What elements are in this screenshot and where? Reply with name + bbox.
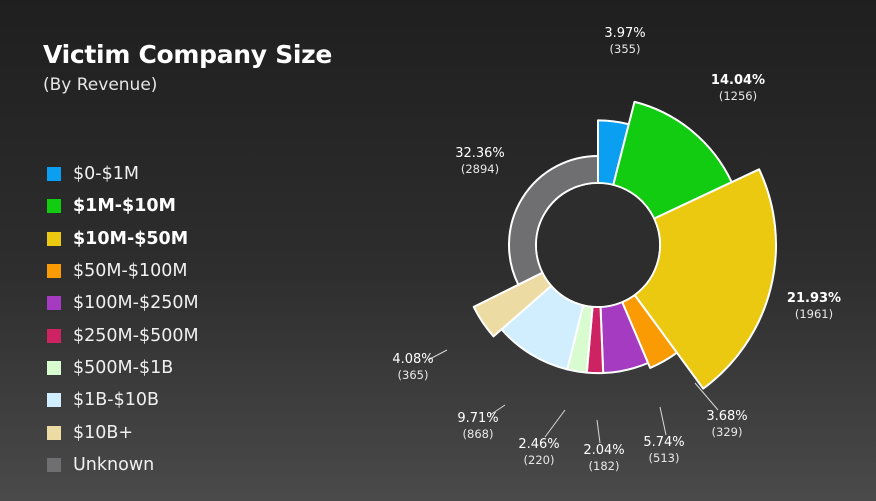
legend-swatch — [47, 425, 61, 440]
legend-swatch — [47, 264, 61, 279]
leader-line-100m-250m — [659, 406, 667, 436]
data-label-count: (355) — [610, 42, 641, 56]
data-label-percent: 3.68% — [706, 409, 747, 424]
legend-swatch — [47, 360, 61, 375]
data-label-percent: 3.97% — [604, 26, 645, 41]
legend-label: $1B-$10B — [73, 390, 159, 411]
legend-label: $0-$1M — [73, 164, 139, 185]
legend-label: $1M-$10M — [73, 196, 176, 217]
legend-item-0-1m: $0-$1M — [47, 158, 199, 190]
leader-line-500m-1b — [544, 409, 566, 438]
data-label-percent: 4.08% — [392, 352, 433, 367]
data-label-count: (329) — [712, 425, 743, 439]
legend-swatch — [47, 328, 61, 343]
legend-item-100m-250m: $100M-$250M — [47, 287, 199, 319]
slice-10m-50m — [633, 168, 777, 390]
legend-swatch — [47, 231, 61, 246]
legend-item-unknown: Unknown — [47, 449, 199, 481]
leader-line-50m-100m — [694, 382, 719, 411]
data-label-percent: 2.46% — [518, 437, 559, 452]
chart-title: Victim Company Size — [43, 40, 333, 69]
data-label-count: (1961) — [795, 307, 833, 321]
data-label-percent: 32.36% — [455, 146, 505, 161]
legend-label: $50M-$100M — [73, 261, 188, 282]
legend-swatch — [47, 393, 61, 408]
data-label-count: (2894) — [461, 162, 499, 176]
data-label-percent: 21.93% — [787, 291, 841, 306]
legend-swatch — [47, 296, 61, 311]
data-label-percent: 5.74% — [643, 435, 684, 450]
data-label-count: (220) — [524, 453, 555, 467]
legend-label: $250M-$500M — [73, 325, 199, 346]
data-label-percent: 14.04% — [711, 73, 765, 88]
legend-item-10m-50m: $10M-$50M — [47, 223, 199, 255]
legend-swatch — [47, 167, 61, 182]
legend-item-50m-100m: $50M-$100M — [47, 255, 199, 287]
data-label-count: (513) — [649, 451, 680, 465]
legend-label: Unknown — [73, 454, 155, 475]
data-label-count: (365) — [398, 368, 429, 382]
legend-label: $10B+ — [73, 422, 134, 443]
data-label-percent: 9.71% — [457, 411, 498, 426]
donut-hole — [537, 184, 659, 306]
leader-line-10b — [427, 349, 448, 361]
legend-label: $500M-$1B — [73, 357, 174, 378]
legend-item-250m-500m: $250M-$500M — [47, 319, 199, 351]
data-label-percent: 2.04% — [583, 443, 624, 458]
legend-swatch — [47, 199, 61, 214]
slice-unknown — [508, 155, 599, 286]
data-label-count: (1256) — [719, 89, 757, 103]
legend-label: $10M-$50M — [73, 228, 189, 249]
legend-item-500m-1b: $500M-$1B — [47, 352, 199, 384]
legend-item-1m-10m: $1M-$10M — [47, 190, 199, 222]
data-label-count: (868) — [463, 427, 494, 441]
legend-swatch — [47, 457, 61, 472]
legend-label: $100M-$250M — [73, 293, 199, 314]
leader-line-1b-10b — [489, 404, 506, 416]
chart-subtitle: (By Revenue) — [43, 75, 158, 95]
legend: $0-$1M $1M-$10M $10M-$50M $50M-$100M $100M-$… — [47, 158, 199, 481]
leader-line-250m-500m — [596, 419, 601, 444]
legend-item-10b: $10B+ — [47, 416, 199, 448]
data-label-count: (182) — [589, 459, 620, 473]
legend-item-1b-10b: $1B-$10B — [47, 384, 199, 416]
